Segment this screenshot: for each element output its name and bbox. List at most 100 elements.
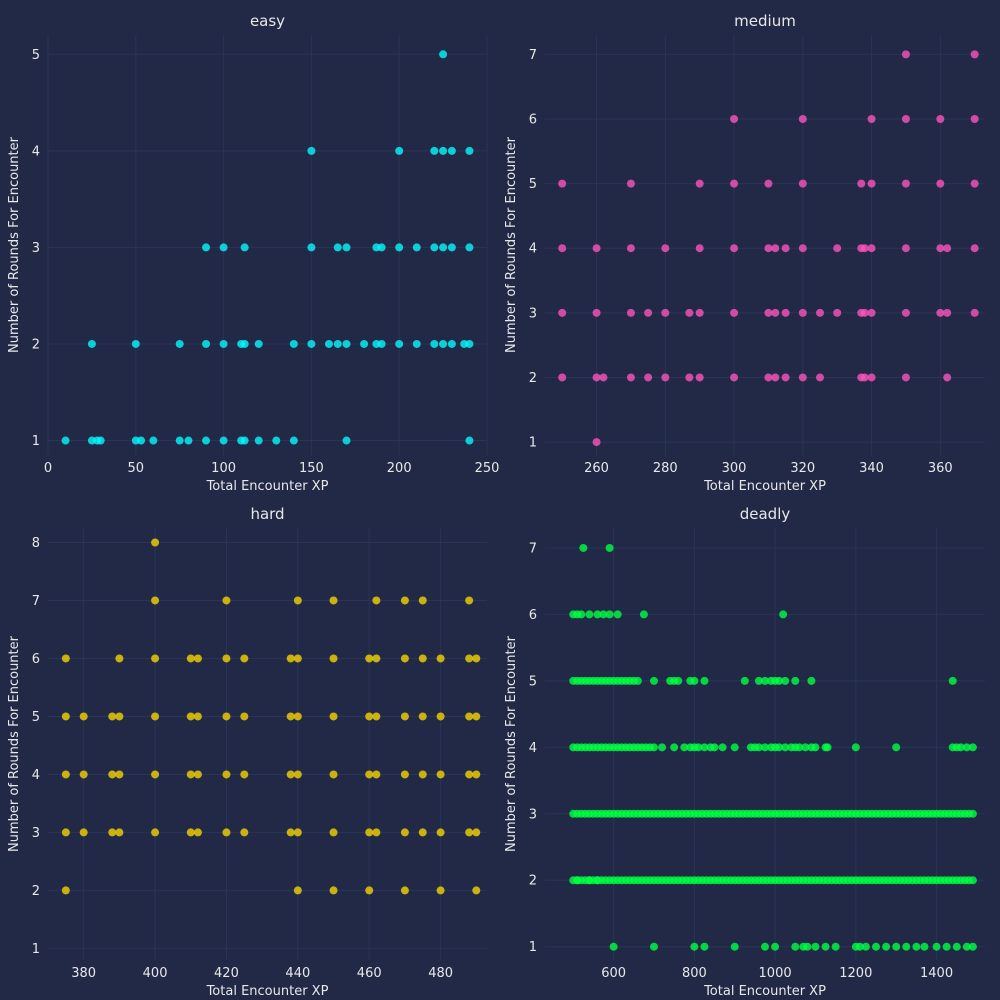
scatter-point <box>644 373 653 382</box>
scatter-point <box>936 244 945 253</box>
scatter-point <box>372 654 381 663</box>
scatter-point <box>151 654 160 663</box>
scatter-point <box>115 654 124 663</box>
panel-medium: 260 280 300 320 340 360 1 2 3 4 5 6 7 medium Total Enc… <box>504 12 985 494</box>
scatter-point <box>418 712 427 721</box>
scatter-point <box>61 436 70 445</box>
scatter-point <box>730 373 739 382</box>
scatter-point <box>61 654 70 663</box>
scatter-point <box>695 179 704 188</box>
scatter-point <box>730 743 739 752</box>
scatter-point <box>465 339 474 348</box>
scatter-point <box>365 828 374 837</box>
scatter-point <box>447 339 456 348</box>
scatter-point <box>329 596 338 605</box>
panel-hard: 380 400 420 440 460 480 1 2 3 4 5 6 7 8 hard Total Enco… <box>7 505 487 999</box>
y-tick-label: 3 <box>32 826 40 841</box>
scatter-point <box>685 308 694 317</box>
scatter-point <box>882 942 891 951</box>
scatter-point <box>771 244 780 253</box>
scatter-point <box>577 610 586 619</box>
scatter-point <box>592 373 601 382</box>
scatter-point <box>795 743 804 752</box>
y-axis-label: Number of Rounds For Encounter <box>7 136 22 353</box>
scatter-point <box>400 596 409 605</box>
scatter-point <box>761 676 769 685</box>
scatter-point <box>472 770 481 779</box>
scatter-point <box>240 828 249 837</box>
scatter-point <box>472 886 481 895</box>
panel-deadly: 600 800 1000 1200 1400 1 2 3 4 5 6 7 deadly Total Enc… <box>504 505 985 999</box>
scatter-point <box>108 828 117 837</box>
scatter-point <box>761 743 769 752</box>
x-tick-label: 460 <box>357 966 382 981</box>
scatter-point <box>833 244 842 253</box>
scatter-point <box>329 770 338 779</box>
scatter-point <box>360 339 369 348</box>
scatter-point <box>764 373 773 382</box>
scatter-point <box>240 339 249 348</box>
scatter-point <box>833 308 842 317</box>
scatter-point <box>867 244 876 253</box>
x-tick-label: 380 <box>71 966 96 981</box>
scatter-point <box>901 308 910 317</box>
scatter-point <box>202 436 211 445</box>
y-tick-label: 3 <box>529 807 537 822</box>
y-axis-label: Number of Rounds For Encounter <box>504 635 519 852</box>
scatter-point <box>579 543 588 552</box>
scatter-point <box>286 654 295 663</box>
scatter-point <box>730 942 739 951</box>
scatter-point <box>872 942 881 951</box>
scatter-point <box>932 942 941 951</box>
y-tick-label: 7 <box>32 594 40 609</box>
scatter-point <box>365 886 374 895</box>
scatter-point <box>798 373 807 382</box>
scatter-point <box>970 308 979 317</box>
scatter-point <box>902 942 911 951</box>
scatter-point <box>186 654 195 663</box>
scatter-point <box>436 654 445 663</box>
scatter-point <box>649 743 658 752</box>
scatter-point <box>436 712 445 721</box>
x-axis-label: Total Encounter XP <box>703 984 826 999</box>
scatter-point <box>61 828 70 837</box>
scatter-point <box>912 942 921 951</box>
scatter-point <box>400 770 409 779</box>
scatter-point <box>860 373 869 382</box>
scatter-point <box>764 244 773 253</box>
y-axis-label: Number of Rounds For Encounter <box>504 136 519 353</box>
y-axis-label: Number of Rounds For Encounter <box>7 635 22 852</box>
scatter-point <box>465 712 474 721</box>
scatter-point <box>592 244 601 253</box>
scatter-point <box>781 244 790 253</box>
scatter-point <box>754 676 763 685</box>
scatter-point <box>79 770 88 779</box>
scatter-point <box>649 942 658 951</box>
scatter-point <box>400 886 409 895</box>
x-tick-label: 340 <box>859 461 884 476</box>
y-tick-label: 6 <box>32 652 40 667</box>
scatter-point <box>781 743 790 752</box>
x-tick-label: 300 <box>722 461 747 476</box>
scatter-point <box>465 596 474 605</box>
scatter-point <box>96 436 105 445</box>
scatter-point <box>943 308 952 317</box>
scatter-point <box>400 828 409 837</box>
scatter-point <box>151 712 160 721</box>
scatter-point <box>816 308 824 317</box>
scatter-point <box>175 436 184 445</box>
scatter-point <box>307 339 316 348</box>
x-tick-label: 440 <box>285 966 310 981</box>
scatter-point <box>920 942 929 951</box>
scatter-point <box>342 339 351 348</box>
scatter-point <box>970 179 979 188</box>
scatter-point <box>573 876 582 885</box>
scatter-point <box>131 339 140 348</box>
scatter-point <box>465 654 474 663</box>
scatter-point <box>372 770 381 779</box>
scatter-point <box>695 373 704 382</box>
scatter-point <box>193 828 202 837</box>
scatter-point <box>115 712 124 721</box>
scatter-point <box>968 743 977 752</box>
